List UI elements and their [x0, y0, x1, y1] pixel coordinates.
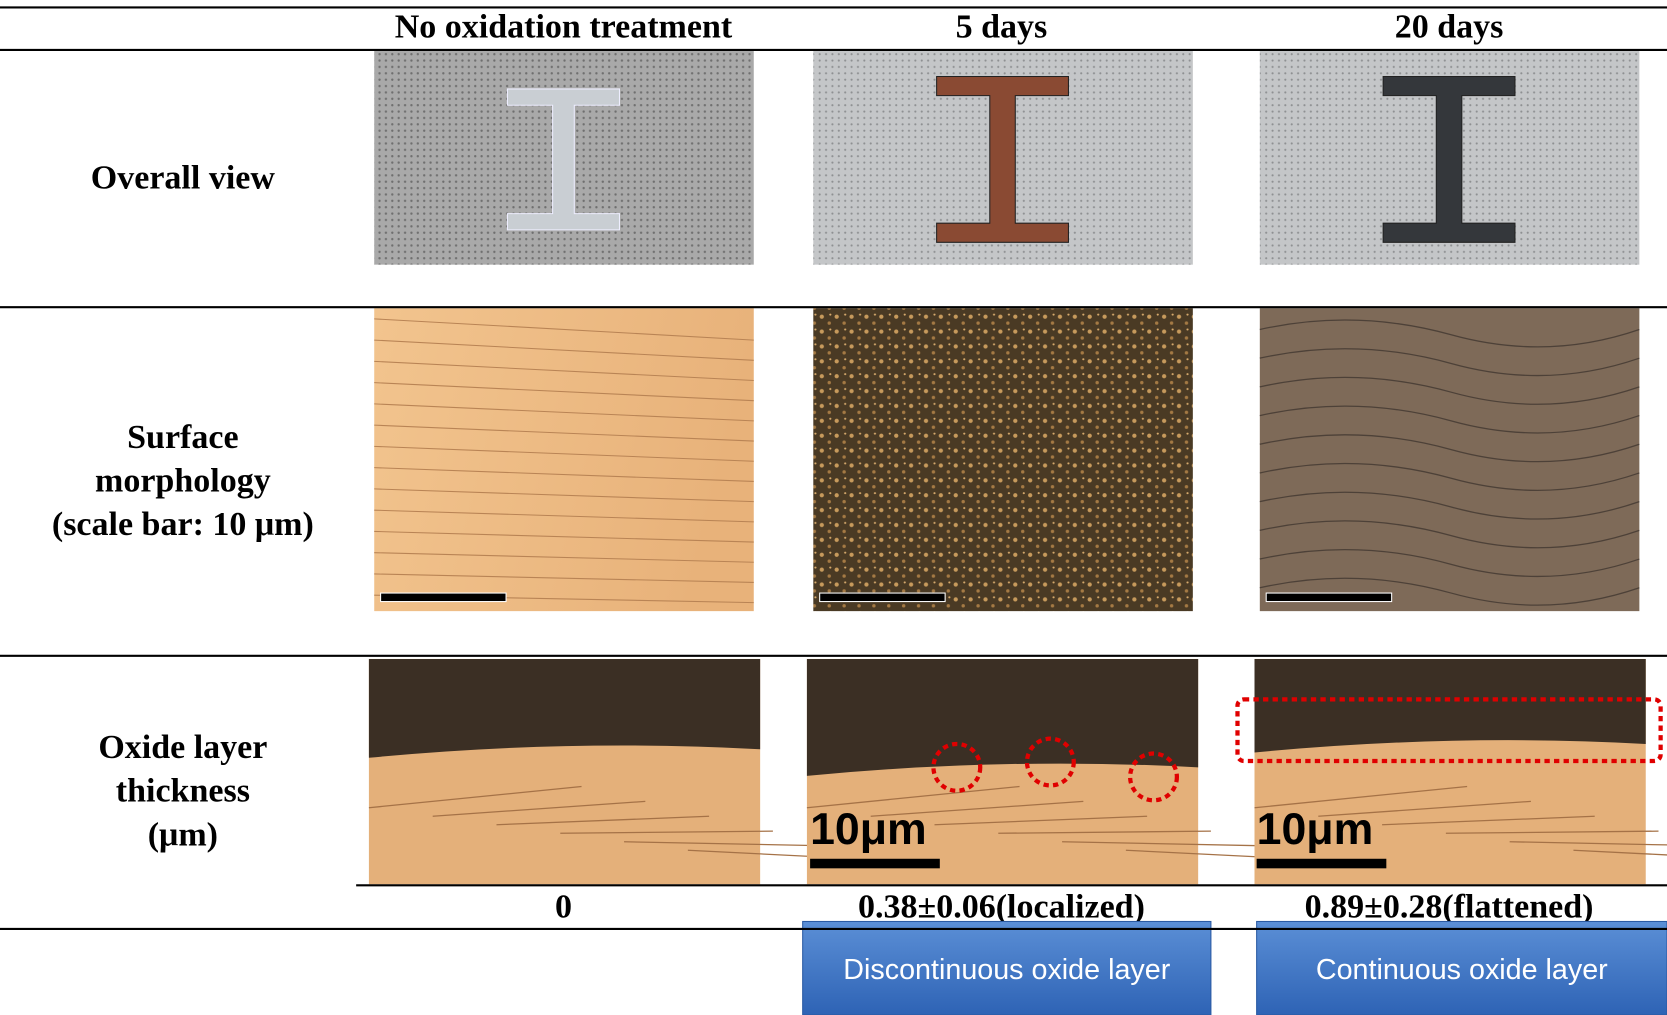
scale-bar [820, 593, 945, 602]
cross-section-resin [807, 659, 1198, 776]
column-header: 5 days [956, 9, 1048, 46]
scale-bar [1257, 859, 1387, 869]
micrograph [1260, 308, 1640, 611]
cross-section-resin [369, 659, 760, 758]
photo [1260, 51, 1640, 265]
row-label: (scale bar: 10 μm) [52, 506, 314, 543]
micrograph [813, 308, 1193, 611]
row-label: (μm) [148, 816, 218, 853]
callout-text: Continuous oxide layer [1316, 954, 1608, 986]
callout-text: Discontinuous oxide layer [843, 954, 1170, 986]
thickness-value: 0.89±0.28(flattened) [1305, 889, 1594, 926]
scale-bar [381, 593, 506, 602]
row-label: Surface [127, 419, 238, 456]
column-header: 20 days [1395, 9, 1504, 46]
photo [374, 51, 754, 265]
row-label: Oxide layer [98, 729, 267, 766]
row-label: thickness [116, 773, 250, 810]
scale-bar [1266, 593, 1391, 602]
thickness-value: 0.38±0.06(localized) [858, 889, 1145, 926]
scale-bar [810, 859, 940, 869]
cross-section-resin [1255, 659, 1646, 753]
scale-label: 10μm [1257, 805, 1374, 854]
photo [813, 51, 1193, 265]
scale-label: 10μm [810, 805, 927, 854]
row-label: Overall view [91, 159, 276, 196]
column-header: No oxidation treatment [395, 9, 733, 46]
thickness-value: 0 [555, 889, 572, 926]
row-label: morphology [95, 462, 271, 499]
micrograph [374, 308, 754, 611]
figure: No oxidation treatment 5 days 20 days Overa… [0, 0, 1667, 1015]
